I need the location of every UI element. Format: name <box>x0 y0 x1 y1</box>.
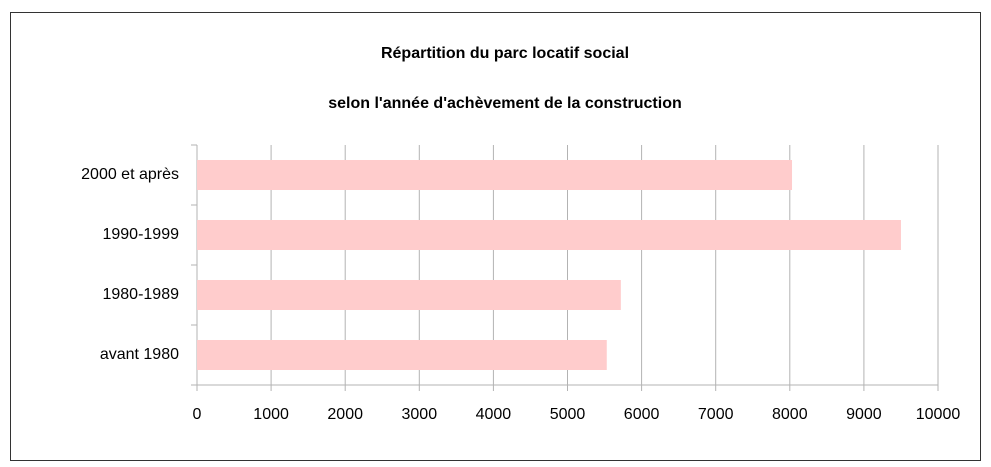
x-tick-label: 1000 <box>253 406 289 423</box>
x-tick-label: 8000 <box>772 406 808 423</box>
x-tick-label: 10000 <box>916 406 961 423</box>
x-tick-label: 2000 <box>327 406 363 423</box>
bar <box>197 160 793 190</box>
y-tick-label: 1980-1989 <box>102 286 179 303</box>
x-tick-label: 6000 <box>624 406 660 423</box>
x-tick-label: 0 <box>193 406 202 423</box>
x-tick-label: 5000 <box>550 406 586 423</box>
x-tick-label: 9000 <box>846 406 882 423</box>
y-tick-label: avant 1980 <box>100 346 179 363</box>
bar <box>197 280 621 310</box>
chart-title: Répartition du parc locatif social <box>381 45 629 62</box>
x-tick-label: 7000 <box>698 406 734 423</box>
y-tick-label: 2000 et après <box>81 166 179 183</box>
x-tick-label: 3000 <box>402 406 438 423</box>
chart-subtitle: selon l'année d'achèvement de la constru… <box>328 95 681 112</box>
bar <box>197 340 607 370</box>
bar <box>197 220 901 250</box>
x-tick-label: 4000 <box>476 406 512 423</box>
y-tick-label: 1990-1999 <box>102 226 179 243</box>
